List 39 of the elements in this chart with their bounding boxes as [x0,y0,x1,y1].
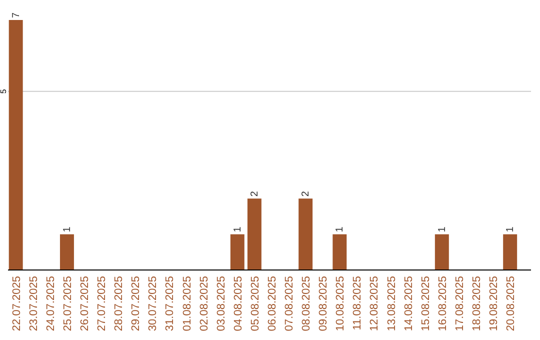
x-tick-label: 15.08.2025 [420,276,432,332]
x-tick-label: 20.08.2025 [505,276,518,332]
data-label: 1 [505,226,516,232]
x-tick-label: 10.08.2025 [334,276,347,332]
x-tick-label: 12.08.2025 [368,276,381,332]
x-tick-label: 14.08.2025 [402,276,415,332]
x-tick-label: 02.08.2025 [198,276,210,332]
x-tick-label: 08.08.2025 [300,276,313,332]
x-tick-label: 16.08.2025 [436,276,449,332]
x-tick-label: 18.08.2025 [471,276,483,332]
x-tick-label: 17.08.2025 [454,276,466,332]
data-label: 2 [249,190,260,197]
x-tick-label: 24.07.2025 [44,276,57,332]
x-tick-label: 31.07.2025 [164,276,176,332]
x-tick-label: 11.08.2025 [352,276,364,330]
data-label: 1 [436,226,448,232]
x-tick-label: 26.07.2025 [79,276,92,332]
x-tick-label: 13.08.2025 [386,276,398,332]
x-tick-label: 03.08.2025 [215,276,228,332]
data-label: 1 [232,226,244,232]
data-label: 1 [62,226,73,232]
x-tick-label: 30.07.2025 [147,276,160,332]
x-tick-label: 19.08.2025 [488,276,500,332]
x-tick-label: 04.08.2025 [232,276,244,332]
data-label: 1 [334,226,346,232]
data-label: 2 [300,190,312,197]
x-tick-label: 01.08.2025 [181,276,194,332]
x-tick-label: 22.07.2025 [10,276,23,332]
x-tick-label: 06.08.2025 [266,276,278,332]
data-label: 7 [10,12,22,18]
x-tick-label: 07.08.2025 [284,276,296,332]
x-tick-label: 05.08.2025 [249,276,262,332]
x-tick-label: 25.07.2025 [62,276,74,332]
x-tick-label: 09.08.2025 [318,276,330,332]
y-tick-label: 5 [0,88,8,94]
x-tick-label: 28.07.2025 [113,276,126,332]
x-tick-label: 27.07.2025 [96,276,108,332]
x-tick-label: 23.07.2025 [28,276,40,332]
x-tick-label: 29.07.2025 [130,276,142,332]
